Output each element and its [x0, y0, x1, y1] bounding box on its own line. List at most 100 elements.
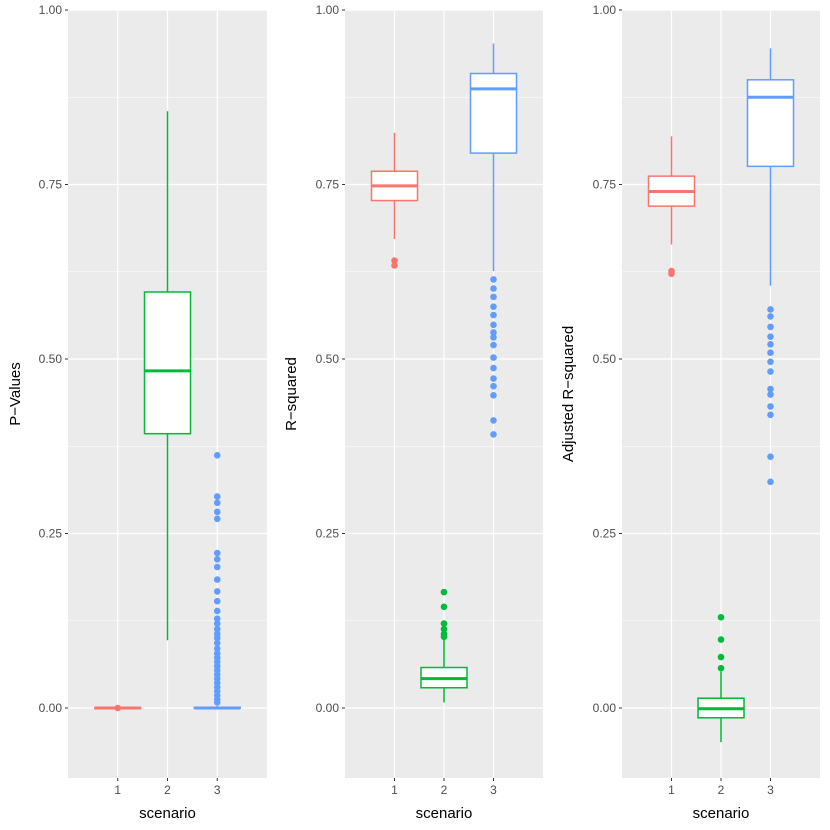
panel-3: 0.00 0.25 0.50 0.75 1.00 1 2 3 scenario Adjusted … — [560, 3, 820, 822]
outlier-point — [213, 639, 221, 647]
outlier-point — [391, 257, 398, 264]
outlier-point — [440, 603, 448, 611]
outlier-point — [490, 311, 497, 319]
outlier-point — [490, 364, 497, 372]
x-tick-label: 1 — [668, 783, 675, 797]
outlier-point — [490, 303, 497, 310]
outlier-point — [213, 493, 221, 500]
x-tick-label: 2 — [441, 783, 448, 797]
outlier-point — [490, 334, 497, 341]
outlier-point — [490, 354, 497, 361]
outlier-point — [767, 306, 774, 313]
outlier-point — [490, 293, 497, 301]
outlier-point — [490, 431, 497, 438]
y-axis-title: P−Values — [7, 362, 24, 426]
outlier-point — [717, 664, 725, 672]
y-tick-label: 0.50 — [593, 352, 617, 366]
box-scenario-3 — [746, 48, 795, 486]
outlier-point — [213, 563, 221, 571]
x-tick-label: 1 — [114, 783, 121, 797]
iqr-box — [469, 72, 518, 154]
outlier-point — [767, 478, 774, 486]
outlier-point — [767, 333, 774, 340]
outlier-point — [767, 385, 774, 393]
panel-2: 0.00 0.25 0.50 0.75 1.00 1 2 3 scenario R−squared — [283, 3, 543, 822]
outlier-point — [213, 576, 221, 583]
outlier-point — [490, 375, 497, 382]
box-scenario-2 — [420, 588, 468, 703]
box-scenario-1 — [647, 136, 696, 278]
panel-1: 0.00 0.25 0.50 0.75 1.00 1 2 3 scenario P−Values — [7, 3, 267, 822]
outlier-point — [213, 499, 221, 507]
y-tick-label: 0.25 — [316, 527, 340, 541]
outlier-point — [767, 403, 774, 410]
outlier-point — [767, 341, 774, 348]
outlier-point — [213, 620, 221, 627]
box-scenario-2 — [143, 111, 192, 641]
outlier-point — [490, 329, 497, 336]
outlier-point — [717, 653, 725, 661]
outlier-point — [213, 615, 221, 622]
outlier-point — [767, 358, 774, 366]
outlier-point — [668, 270, 675, 278]
outlier-point — [213, 588, 221, 595]
outlier-point — [490, 391, 497, 399]
outlier-point — [213, 634, 221, 642]
x-tick-label: 1 — [391, 783, 398, 797]
outlier-point — [213, 699, 221, 706]
outlier-point — [213, 607, 221, 615]
x-tick-label: 2 — [718, 783, 725, 797]
y-axis-title: Adjusted R−squared — [560, 326, 577, 462]
outlier-point — [767, 323, 774, 331]
outlier-point — [490, 341, 497, 349]
y-tick-label: 1.00 — [39, 3, 63, 17]
x-tick-label: 2 — [164, 783, 171, 797]
box-scenario-3 — [469, 43, 518, 438]
outlier-point — [213, 597, 221, 605]
outlier-point — [490, 417, 497, 424]
x-tick-label: 3 — [490, 783, 497, 797]
y-tick-label: 0.75 — [316, 178, 340, 192]
outlier-point — [440, 625, 448, 633]
x-tick-label: 3 — [767, 783, 774, 797]
y-tick-label: 0.50 — [39, 352, 63, 366]
y-tick-label: 0.25 — [39, 527, 63, 541]
iqr-box — [143, 291, 192, 435]
iqr-box — [746, 79, 795, 168]
outlier-point — [767, 453, 774, 461]
box-scenario-2 — [697, 613, 745, 743]
y-tick-label: 0.00 — [593, 701, 617, 715]
outlier-point — [490, 276, 497, 283]
outlier-point — [213, 549, 221, 557]
outlier-point — [767, 391, 774, 398]
x-tick-label: 3 — [214, 783, 221, 797]
y-tick-label: 0.00 — [316, 701, 340, 715]
outlier-point — [767, 368, 774, 375]
outlier-point — [717, 613, 725, 621]
outlier-point — [213, 645, 221, 652]
box-scenario-1 — [94, 704, 142, 712]
x-axis-title: scenario — [693, 805, 750, 822]
y-tick-label: 1.00 — [593, 3, 617, 17]
outlier-point — [213, 515, 221, 523]
x-axis-title: scenario — [416, 805, 473, 822]
outlier-point — [767, 313, 774, 320]
panels: 0.00 0.25 0.50 0.75 1.00 1 2 3 scenario P−Values 0… — [7, 3, 820, 822]
y-tick-label: 0.50 — [316, 352, 340, 366]
y-tick-label: 0.25 — [593, 527, 617, 541]
outlier-point — [440, 633, 448, 641]
y-tick-label: 0.75 — [593, 178, 617, 192]
outlier-point — [114, 704, 122, 712]
y-axis-title: R−squared — [283, 357, 300, 431]
outlier-point — [767, 349, 774, 357]
outlier-point — [767, 411, 774, 419]
y-tick-label: 0.00 — [39, 701, 63, 715]
y-tick-label: 0.75 — [39, 178, 63, 192]
outlier-point — [717, 636, 725, 643]
outlier-point — [490, 382, 497, 390]
outlier-point — [490, 321, 497, 329]
outlier-point — [213, 556, 221, 563]
box-scenario-1 — [370, 132, 419, 269]
outlier-point — [440, 588, 448, 596]
